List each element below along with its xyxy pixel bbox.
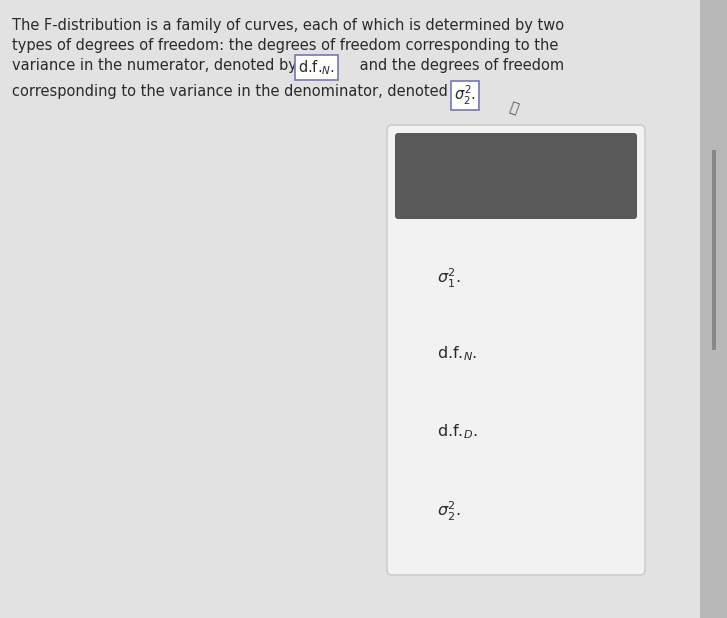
Text: $\sigma_2^2$.: $\sigma_2^2$. <box>437 499 461 523</box>
FancyBboxPatch shape <box>387 125 645 575</box>
Bar <box>700 0 727 618</box>
Text: d.f.$_{N}$.: d.f.$_{N}$. <box>437 345 478 363</box>
Text: corresponding to the variance in the denominator, denoted by: corresponding to the variance in the den… <box>12 84 475 99</box>
Text: types of degrees of freedom: the degrees of freedom corresponding to the: types of degrees of freedom: the degrees… <box>12 38 558 53</box>
Text: $\sigma_1^2$.: $\sigma_1^2$. <box>437 267 461 290</box>
Text: variance in the numerator, denoted by: variance in the numerator, denoted by <box>12 58 302 73</box>
Text: $\sigma_2^2$.: $\sigma_2^2$. <box>454 84 476 107</box>
Text: and the degrees of freedom: and the degrees of freedom <box>355 58 564 73</box>
Text: The F-distribution is a family of curves, each of which is determined by two: The F-distribution is a family of curves… <box>12 18 564 33</box>
Text: d.f.$_{D}$.: d.f.$_{D}$. <box>437 422 478 441</box>
Bar <box>712 150 716 350</box>
Text: d.f.$_{N}$.: d.f.$_{N}$. <box>298 58 335 77</box>
Text: 👍: 👍 <box>507 100 520 116</box>
FancyBboxPatch shape <box>395 133 637 219</box>
